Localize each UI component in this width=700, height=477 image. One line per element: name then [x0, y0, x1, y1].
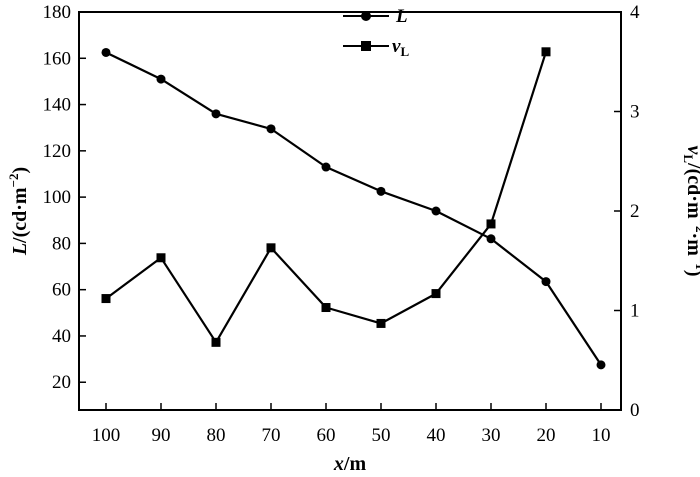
data-point-1	[266, 243, 276, 253]
x-tick-label: 100	[92, 425, 121, 446]
left-tick-label: 120	[43, 141, 72, 162]
data-point-0	[596, 360, 606, 370]
x-tick-label: 10	[592, 425, 611, 446]
right-tick-label: 4	[630, 2, 640, 23]
data-point-1	[431, 289, 441, 299]
legend-label-L: L	[395, 6, 408, 27]
x-tick-label: 40	[427, 425, 446, 446]
data-point-0	[211, 109, 221, 119]
data-point-1	[321, 303, 331, 313]
data-point-0	[486, 234, 496, 244]
left-tick-label: 60	[52, 280, 71, 301]
legend-label-vL: vL	[392, 36, 409, 59]
data-point-0	[266, 124, 276, 134]
x-axis-title: x/m	[333, 453, 367, 475]
series-line-0	[105, 51, 602, 366]
left-axis-title: L/(cd·m−2)	[6, 167, 31, 256]
left-tick-label: 180	[43, 2, 72, 23]
data-point-0	[376, 186, 386, 196]
data-point-1	[541, 47, 551, 57]
left-tick-label: 160	[43, 48, 72, 69]
series-line-1	[105, 51, 548, 344]
x-tick-label: 60	[317, 425, 336, 446]
left-tick-label: 40	[52, 326, 71, 347]
left-tick-label: 20	[52, 372, 71, 393]
right-axis-ticks: 0 1 2 3 4	[614, 2, 640, 421]
x-tick-label: 90	[152, 425, 171, 446]
data-point-0	[156, 74, 166, 84]
left-tick-label: 100	[43, 187, 72, 208]
data-point-0	[431, 206, 441, 216]
x-tick-label: 80	[207, 425, 226, 446]
data-point-1	[376, 318, 386, 328]
right-axis-title: vL/(cd·m−2·m−1)	[681, 146, 700, 277]
x-tick-label: 30	[482, 425, 501, 446]
data-point-1	[211, 337, 221, 347]
series-layer	[101, 47, 606, 370]
legend-marker-L	[361, 11, 371, 21]
x-tick-label: 20	[537, 425, 556, 446]
data-point-0	[541, 277, 551, 287]
left-tick-label: 140	[43, 95, 72, 116]
right-tick-label: 2	[630, 201, 640, 222]
x-tick-label: 70	[262, 425, 281, 446]
data-point-1	[486, 219, 496, 229]
legend: L vL	[343, 6, 409, 59]
left-axis-ticks: 20 40 60 80 100 120 140 160 180	[43, 2, 86, 393]
right-tick-label: 0	[630, 400, 640, 421]
data-point-1	[156, 253, 166, 263]
x-axis-ticks: 100 90 80 70 60 50 40 30 20 10	[92, 403, 611, 446]
data-point-1	[101, 294, 111, 304]
right-tick-label: 3	[630, 102, 640, 123]
x-tick-label: 50	[372, 425, 391, 446]
left-tick-label: 80	[52, 233, 71, 254]
data-point-0	[101, 47, 111, 57]
right-tick-label: 1	[630, 301, 640, 322]
legend-marker-vL	[361, 41, 371, 51]
data-point-0	[321, 162, 331, 172]
